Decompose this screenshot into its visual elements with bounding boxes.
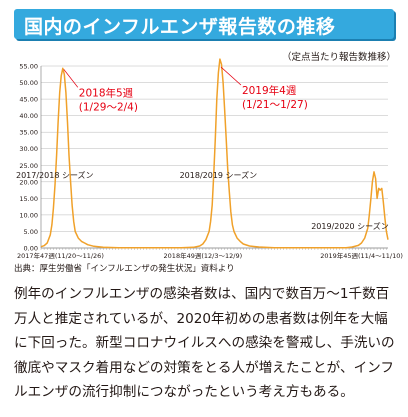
chart-series — [40, 58, 389, 249]
y-tick-label: 30.00 — [19, 145, 38, 153]
chart-axes: 0.00 5.00 10.00 15.00 20.00 25.00 30.00 35.00 40… — [17, 63, 403, 261]
y-tick-label: 55.00 — [19, 63, 38, 71]
chart-unit-note: （定点当たり報告数推移） — [282, 51, 396, 63]
y-tick-label: 45.00 — [19, 96, 38, 104]
title-banner: 国内のインフルエンザ報告数の推移 — [14, 9, 394, 39]
influenza-series-line — [40, 58, 389, 249]
chart-annotations: 2018年5週 (1/29～2/4) 2019年4週 (1/21～1/27) 2017/… — [16, 66, 389, 231]
x-tick-label: 2018年49週(12/3～12/9) — [164, 251, 243, 260]
annotation-leader-line — [63, 69, 79, 88]
y-tick-label: 0.00 — [24, 245, 38, 253]
season-label: 2017/2018 シーズン — [16, 170, 94, 180]
y-tick-label: 15.00 — [19, 195, 38, 203]
y-tick-label: 25.00 — [19, 162, 38, 170]
season-label: 2018/2019 シーズン — [180, 170, 258, 180]
y-tick-label: 40.00 — [19, 112, 38, 120]
annotation-leader-line — [220, 66, 242, 86]
y-tick-label: 5.00 — [24, 228, 38, 236]
season-label: 2019/2020 シーズン — [311, 221, 389, 231]
article-body: 例年のインフルエンザの感染者数は、国内で数百万～1千数百万人と推定されているが、… — [14, 286, 395, 400]
annotation-label-week: 2019年4週 — [242, 84, 297, 97]
y-tick-label: 10.00 — [19, 211, 38, 219]
y-tick-label: 20.00 — [19, 178, 38, 186]
influenza-line-chart: （定点当たり報告数推移） 0.00 5.00 10.00 15.00 20.00 25.0… — [16, 51, 403, 261]
source-note: 出典：厚生労働省「インフルエンザの発生状況」資料より — [14, 264, 235, 274]
annotation-label-week: 2018年5週 — [79, 86, 134, 99]
annotation-label-dates: (1/21～1/27) — [242, 99, 308, 111]
page-title: 国内のインフルエンザ報告数の推移 — [24, 16, 336, 38]
annotation-label-dates: (1/29～2/4) — [79, 101, 138, 113]
y-tick-label: 35.00 — [19, 129, 38, 137]
x-tick-label: 2019年45週(11/4～11/10) — [320, 251, 403, 260]
y-tick-label: 50.00 — [19, 79, 38, 87]
x-tick-label: 2017年47週(11/20～11/26) — [17, 251, 104, 260]
